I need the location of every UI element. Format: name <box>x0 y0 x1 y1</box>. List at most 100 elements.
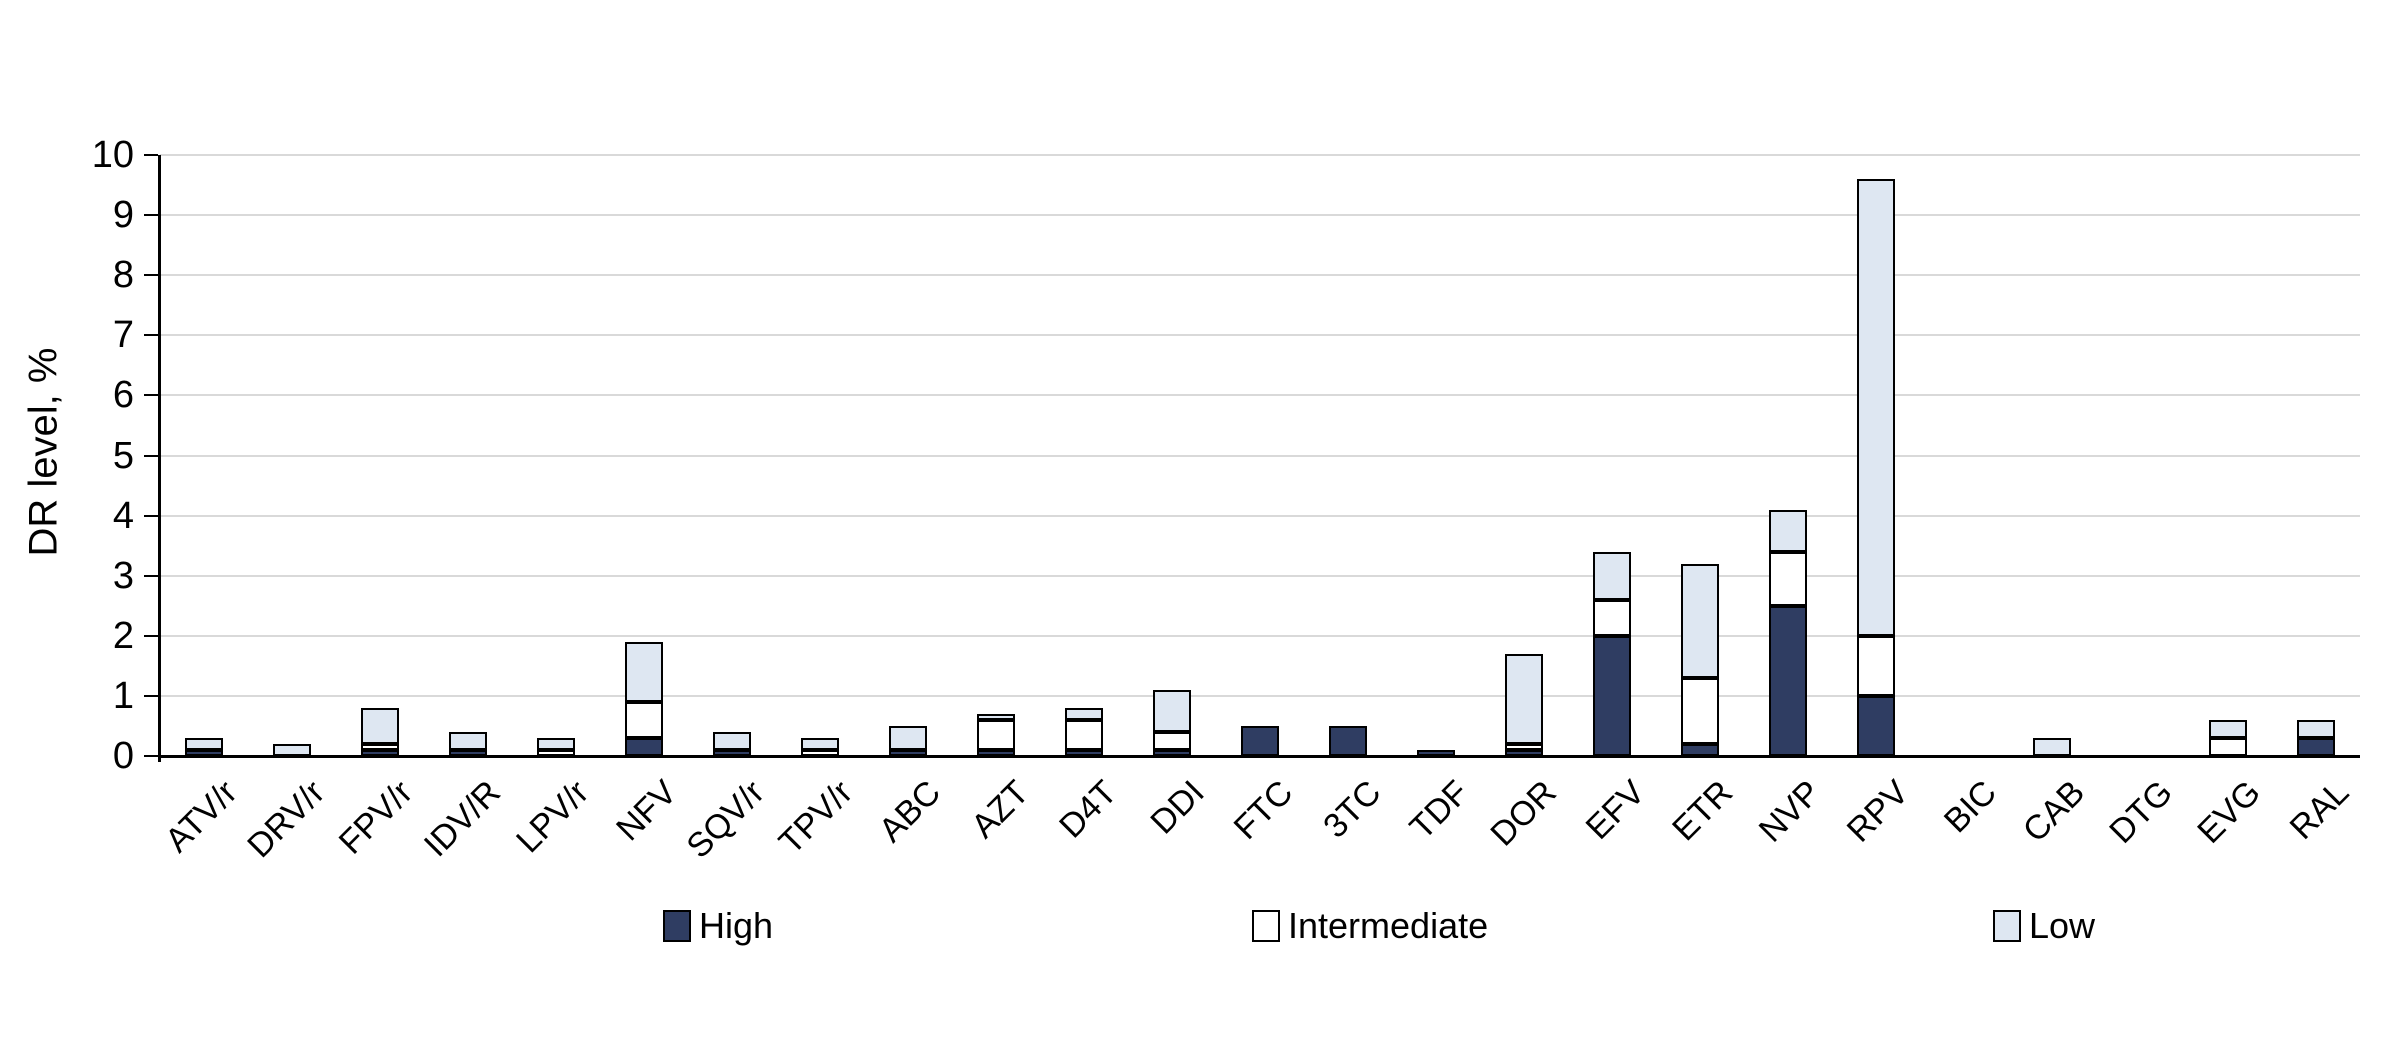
gridline-1 <box>160 694 2360 697</box>
gridline-10 <box>160 154 2360 156</box>
bar-segment-ATV/r-high <box>185 749 223 756</box>
bar-segment-SQV/r-high <box>713 749 751 756</box>
legend-swatch-high-icon <box>663 910 691 942</box>
bar-segment-NFV-high <box>625 737 663 756</box>
x-label-ETR: ETR <box>1665 773 1741 849</box>
x-label-BIC: BIC <box>1937 773 2005 841</box>
y-tick-label-6: 6 <box>112 374 134 417</box>
legend-item-high: High <box>663 905 773 947</box>
bar-segment-EFV-intermediate <box>1593 599 1631 636</box>
bar-segment-ETR-low <box>1681 563 1719 678</box>
x-label-LPV/r: LPV/r <box>509 773 597 861</box>
legend-swatch-intermediate-icon <box>1252 910 1280 942</box>
bar-segment-TDF-high <box>1417 749 1455 756</box>
x-label-DTG: DTG <box>2102 773 2181 851</box>
x-label-TPV/r: TPV/r <box>771 773 861 862</box>
x-label-EVG: EVG <box>2190 773 2269 851</box>
bar-segment-DOR-intermediate <box>1505 743 1543 750</box>
bar-segment-LPV/r-intermediate <box>537 749 575 756</box>
y-tick-label-8: 8 <box>112 254 134 297</box>
x-label-ATV/r: ATV/r <box>157 773 245 860</box>
x-label-FTC: FTC <box>1226 773 1301 847</box>
bar-segment-ATV/r-low <box>185 737 223 750</box>
legend-label-high: High <box>699 905 774 946</box>
y-tick-label-9: 9 <box>112 194 134 237</box>
legend-label-intermediate: Intermediate <box>1288 905 1489 946</box>
bar-segment-EFV-low <box>1593 551 1631 600</box>
gridline-6 <box>160 394 2360 397</box>
gridline-8 <box>160 274 2360 277</box>
bar-segment-IDV/R-high <box>449 749 487 756</box>
x-label-3TC: 3TC <box>1315 773 1389 846</box>
x-label-NVP: NVP <box>1751 773 1829 850</box>
y-tick-10 <box>144 154 158 156</box>
gridline-5 <box>160 454 2360 457</box>
bar-segment-NVP-intermediate <box>1769 551 1807 606</box>
y-tick-4 <box>144 514 158 517</box>
bar-segment-IDV/R-low <box>449 731 487 750</box>
y-tick-label-1: 1 <box>112 674 134 717</box>
bar-segment-NVP-high <box>1769 605 1807 756</box>
bar-segment-AZT-high <box>977 749 1015 756</box>
bar-segment-FPV/r-low <box>361 707 399 744</box>
x-label-AZT: AZT <box>963 773 1037 846</box>
y-tick-label-4: 4 <box>112 494 134 537</box>
y-tick-label-10: 10 <box>91 134 134 176</box>
bar-segment-EFV-high <box>1593 635 1631 756</box>
x-label-EFV: EFV <box>1578 773 1653 847</box>
bar-segment-3TC-high <box>1329 725 1367 756</box>
x-label-ABC: ABC <box>871 773 949 850</box>
gridline-9 <box>160 214 2360 217</box>
bar-segment-AZT-low <box>977 713 1015 720</box>
y-tick-0 <box>144 755 158 757</box>
x-label-RPV: RPV <box>1839 773 1917 850</box>
bar-segment-RPV-low <box>1857 179 1895 636</box>
bar-segment-D4T-high <box>1065 749 1103 756</box>
bar-segment-FPV/r-intermediate <box>361 743 399 750</box>
bar-segment-DDI-low <box>1153 689 1191 732</box>
x-label-FPV/r: FPV/r <box>331 773 421 862</box>
bar-segment-DDI-high <box>1153 749 1191 756</box>
bar-segment-FPV/r-high <box>361 749 399 756</box>
bar-segment-EVG-intermediate <box>2209 737 2247 756</box>
gridline-3 <box>160 574 2360 577</box>
bar-segment-DDI-intermediate <box>1153 731 1191 750</box>
y-tick-6 <box>144 394 158 397</box>
x-label-D4T: D4T <box>1051 773 1125 846</box>
gridline-7 <box>160 334 2360 337</box>
x-label-DDI: DDI <box>1143 773 1213 842</box>
bar-segment-RAL-low <box>2297 719 2335 738</box>
bar-segment-TPV/r-low <box>801 737 839 750</box>
y-tick-9 <box>144 214 158 217</box>
bar-segment-RAL-high <box>2297 737 2335 756</box>
y-tick-label-0: 0 <box>112 735 134 777</box>
bar-segment-LPV/r-low <box>537 737 575 750</box>
bar-segment-SQV/r-low <box>713 731 751 750</box>
bar-segment-DOR-high <box>1505 749 1543 756</box>
bar-segment-D4T-intermediate <box>1065 719 1103 750</box>
y-tick-2 <box>144 634 158 637</box>
bar-segment-D4T-low <box>1065 707 1103 720</box>
x-label-DOR: DOR <box>1483 773 1565 854</box>
x-label-DRV/r: DRV/r <box>240 773 333 866</box>
y-tick-1 <box>144 694 158 697</box>
bar-segment-NFV-intermediate <box>625 701 663 738</box>
legend-swatch-low-icon <box>1993 910 2021 942</box>
x-label-SQV/r: SQV/r <box>679 773 773 866</box>
x-label-RAL: RAL <box>2282 773 2357 847</box>
bar-segment-NFV-low <box>625 641 663 702</box>
legend-item-low: Low <box>1993 905 2095 947</box>
y-tick-label-2: 2 <box>112 614 134 657</box>
bar-segment-ABC-low <box>889 725 927 750</box>
gridline-4 <box>160 514 2360 517</box>
y-tick-3 <box>144 574 158 577</box>
x-label-TDF: TDF <box>1402 773 1477 847</box>
y-tick-8 <box>144 274 158 277</box>
bar-segment-TPV/r-intermediate <box>801 749 839 756</box>
x-label-IDV/R: IDV/R <box>417 773 509 865</box>
bar-segment-AZT-intermediate <box>977 719 1015 750</box>
bar-segment-ETR-intermediate <box>1681 677 1719 744</box>
bar-segment-RPV-high <box>1857 695 1895 756</box>
bar-segment-CAB-low <box>2033 737 2071 756</box>
